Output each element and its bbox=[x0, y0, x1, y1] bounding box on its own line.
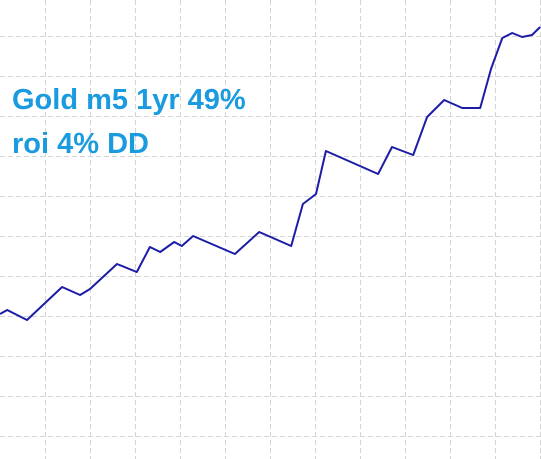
annotation: roi 4% DD bbox=[12, 128, 149, 160]
equity-line bbox=[0, 26, 541, 321]
annotation: Gold m5 1yr 49% bbox=[12, 84, 246, 116]
